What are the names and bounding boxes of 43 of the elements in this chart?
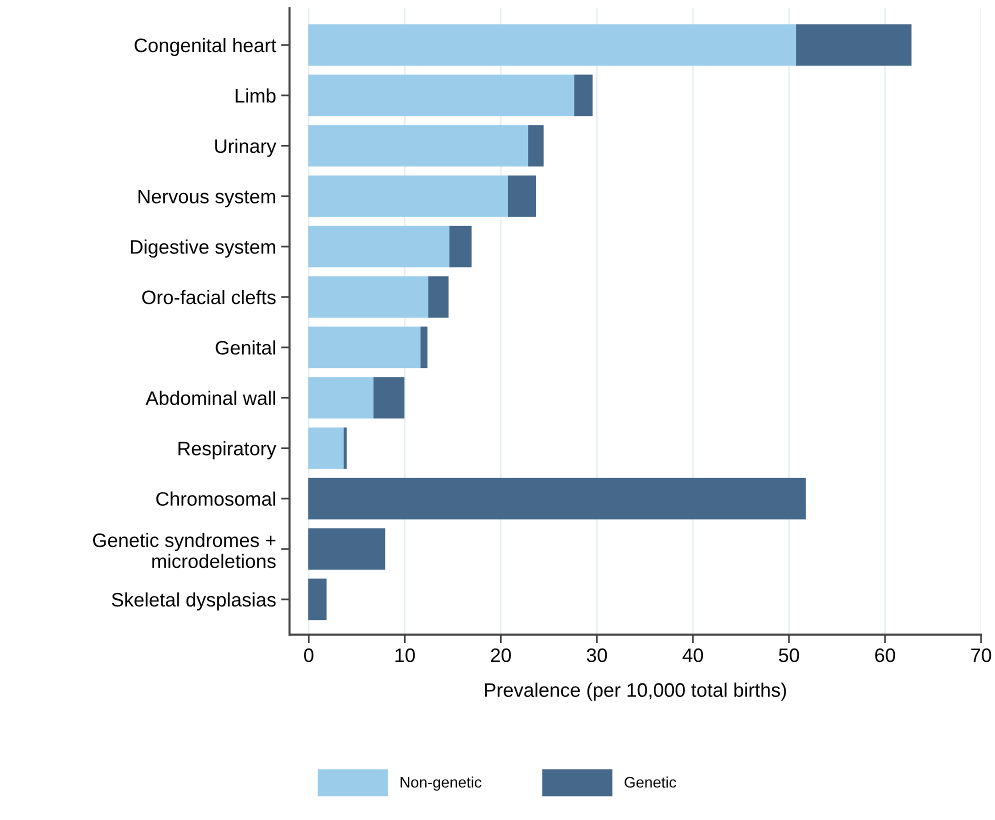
bar bbox=[374, 377, 404, 419]
bar bbox=[308, 578, 327, 620]
x-tick-label: 60 bbox=[875, 648, 896, 662]
x-tick-label: 20 bbox=[491, 648, 511, 662]
bar bbox=[796, 24, 912, 66]
bar bbox=[308, 276, 430, 318]
x-tick-label: 50 bbox=[778, 648, 800, 662]
y-tick-label: Limb bbox=[236, 88, 276, 103]
bar bbox=[308, 125, 530, 167]
y-tick-label: Nervous system bbox=[138, 190, 276, 208]
bar bbox=[308, 528, 386, 570]
bar bbox=[308, 24, 798, 66]
bar bbox=[308, 226, 450, 268]
bar bbox=[508, 175, 536, 217]
bar bbox=[308, 74, 576, 116]
bar bbox=[308, 377, 375, 419]
bar bbox=[308, 427, 345, 469]
bar bbox=[308, 175, 510, 217]
y-tick-label: Respiratory bbox=[178, 441, 276, 460]
y-tick-label: Genital bbox=[216, 340, 276, 355]
bar bbox=[308, 478, 806, 520]
x-tick-label: 70 bbox=[971, 648, 992, 662]
bar bbox=[420, 326, 428, 368]
y-tick-label: Chromosomal bbox=[156, 492, 276, 506]
y-tick-label: Skeletal dysplasias bbox=[112, 592, 276, 610]
y-tick-label: Digestive system bbox=[130, 240, 276, 258]
bar bbox=[528, 125, 544, 167]
legend-label: Non-genetic bbox=[400, 776, 482, 791]
y-tick-label: Abdominal wall bbox=[146, 390, 276, 406]
y-tick-label: Oro-facial clefts bbox=[142, 290, 276, 304]
x-tick-label: 30 bbox=[586, 648, 607, 662]
x-tick-label: 40 bbox=[682, 648, 703, 662]
bar bbox=[574, 74, 593, 116]
legend-label: Genetic bbox=[624, 776, 676, 788]
x-tick-label: 10 bbox=[395, 648, 415, 662]
y-tick-label: Genetic syndromes + microdeletions bbox=[93, 532, 276, 568]
y-tick-label: Urinary bbox=[215, 138, 276, 157]
y-tick-label: Congenital heart bbox=[134, 38, 276, 56]
bar bbox=[449, 226, 472, 268]
bar bbox=[428, 276, 449, 318]
bar bbox=[308, 326, 422, 368]
x-tick-label: 0 bbox=[304, 648, 314, 662]
x-axis-title: Prevalence (per 10,000 total births) bbox=[485, 682, 786, 701]
